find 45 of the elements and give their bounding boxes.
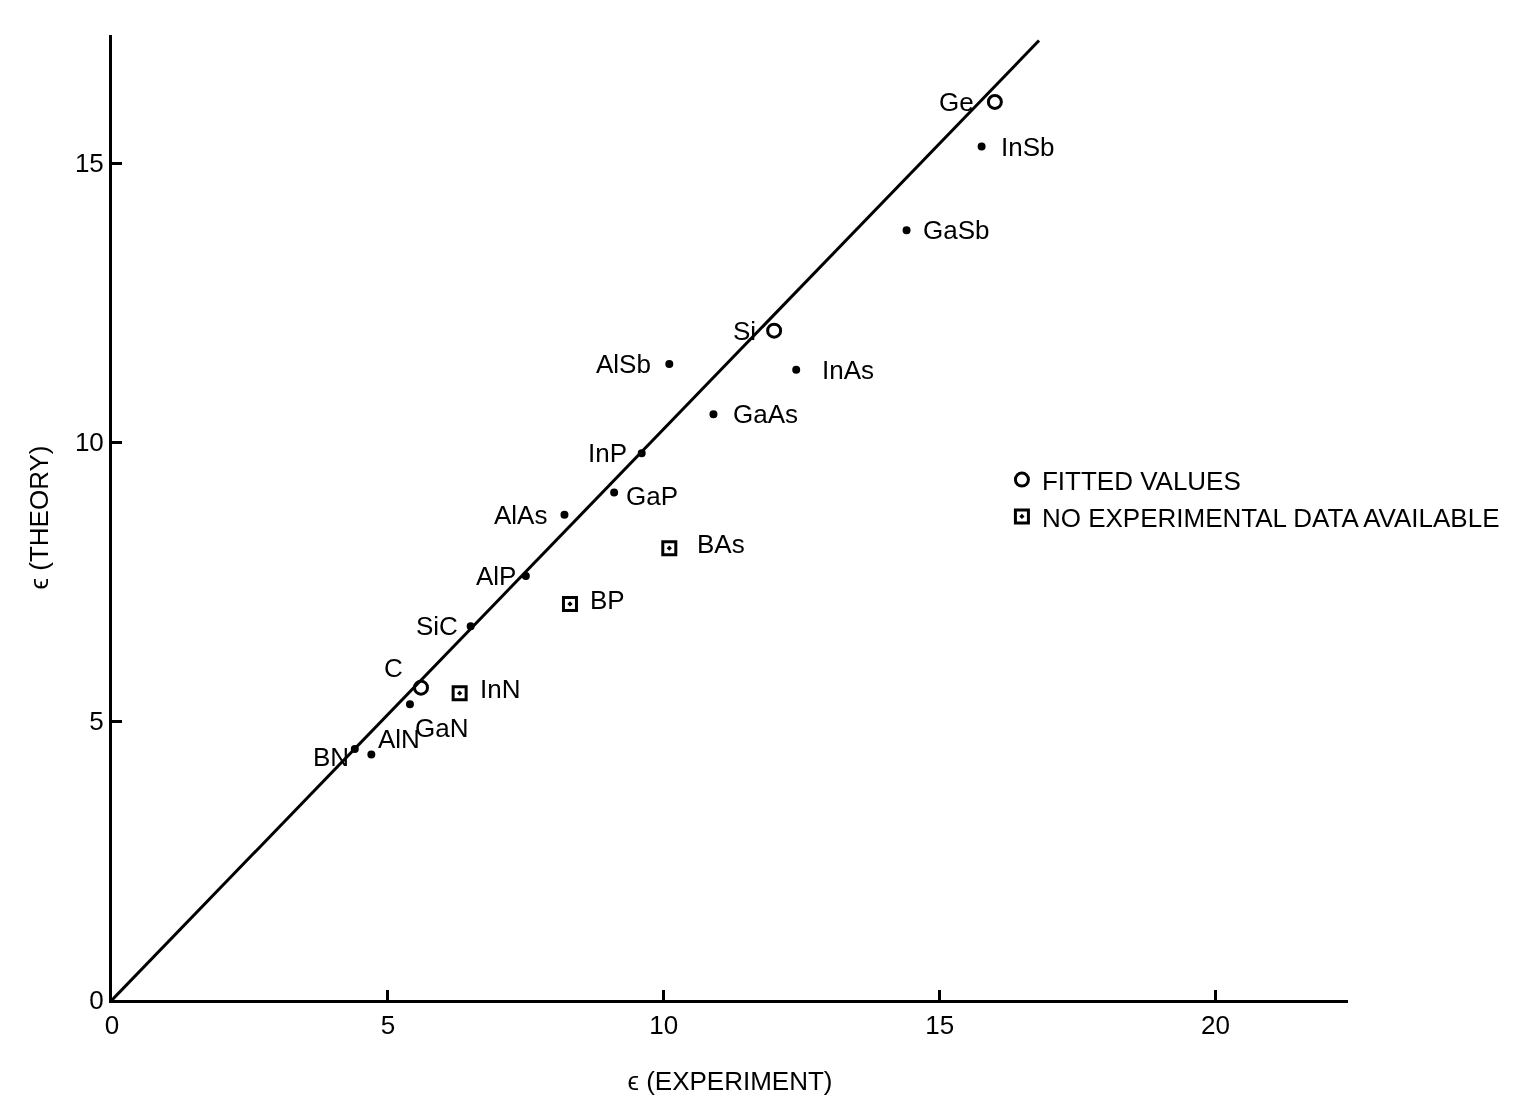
annotation: GaP xyxy=(626,481,679,511)
point xyxy=(986,93,1003,110)
point xyxy=(405,700,414,709)
annotation: InSb xyxy=(1001,132,1055,162)
annotation: BP xyxy=(590,585,625,615)
point xyxy=(610,488,619,497)
annotation: Ge xyxy=(939,87,974,117)
annotation: InN xyxy=(480,674,521,704)
point xyxy=(665,360,674,369)
point xyxy=(661,540,678,557)
x-tick-label: 5 xyxy=(380,1010,396,1041)
annotation: GaAs xyxy=(733,399,799,429)
x-tick-label: 10 xyxy=(649,1010,679,1041)
point xyxy=(413,679,429,696)
annotation: InAs xyxy=(822,355,875,385)
annotation: BAs xyxy=(697,529,745,559)
point xyxy=(451,685,468,702)
annotation: BN xyxy=(313,742,350,772)
y-axis-title: ϵ (THEORY) xyxy=(24,445,54,590)
point xyxy=(792,365,801,374)
point xyxy=(560,510,569,519)
annotation: InP xyxy=(588,438,628,468)
point xyxy=(367,750,376,759)
annotation: SiC xyxy=(416,611,458,641)
point xyxy=(561,595,578,612)
point xyxy=(709,410,718,419)
legend-label: FITTED VALUES xyxy=(1041,465,1241,496)
annotation: Si xyxy=(733,316,757,346)
annotation: AlP xyxy=(476,561,517,591)
y-tick-label: 10 xyxy=(74,427,104,458)
annotation: C xyxy=(384,653,403,683)
point xyxy=(521,572,530,581)
annotation: AlAs xyxy=(494,500,548,530)
y-tick-label: 5 xyxy=(89,706,104,737)
point xyxy=(902,226,911,235)
annotation: AlSb xyxy=(596,349,651,379)
point xyxy=(977,142,986,151)
y-tick-label: 0 xyxy=(89,985,104,1016)
x-axis-title: ϵ (EXPERIMENT) xyxy=(627,1066,833,1096)
x-tick-label: 15 xyxy=(925,1010,955,1041)
annotation: GaSb xyxy=(923,215,990,245)
point xyxy=(766,322,783,339)
x-tick-label: 20 xyxy=(1201,1010,1231,1041)
legend-label: NO EXPERIMENTAL DATA AVAILABLE xyxy=(1041,502,1500,533)
y-tick-label: 15 xyxy=(74,148,104,179)
